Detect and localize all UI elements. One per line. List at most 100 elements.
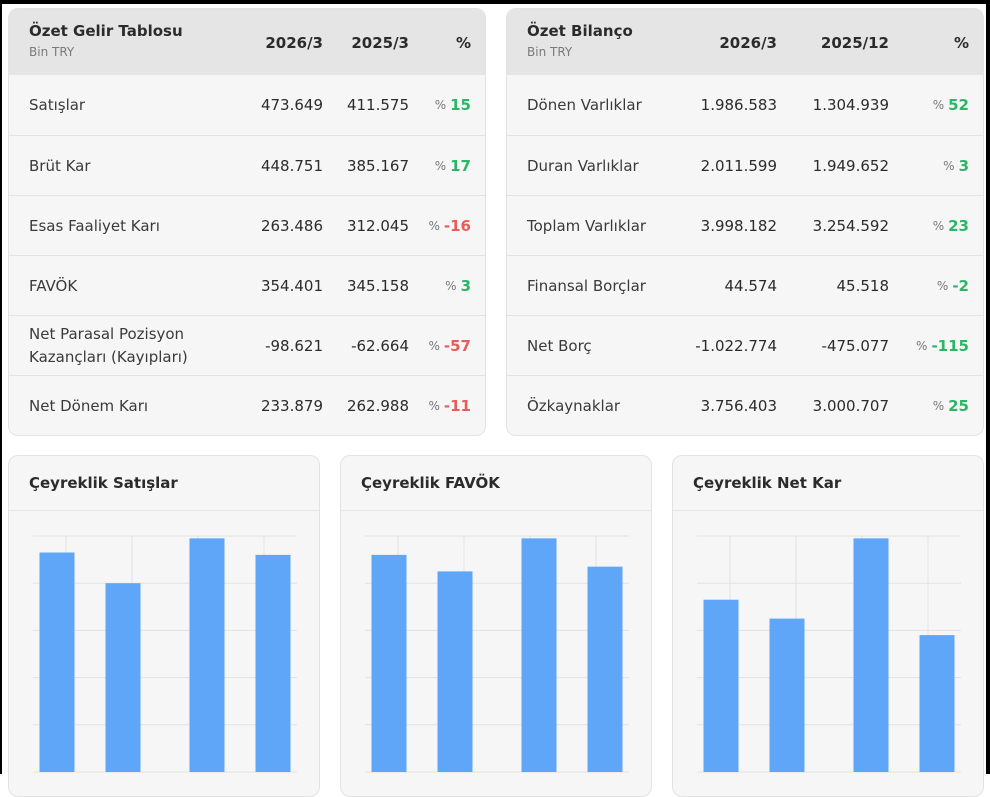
- row-label: Finansal Borçlar: [527, 276, 646, 295]
- table-row: Net Dönem Karı 233.879 262.988% -11: [9, 375, 485, 435]
- income-col-change: %: [455, 34, 471, 52]
- percent-sign: %: [932, 399, 945, 413]
- chart-bar[interactable]: [255, 554, 291, 772]
- income-statement-card: Özet Gelir Tablosu Bin TRY 2026/3 2025/3…: [8, 8, 486, 436]
- table-row: Net Borç -1.022.774 -475.077% -115: [507, 315, 983, 376]
- quarterly-net-profit-title: Çeyreklik Net Kar: [693, 474, 842, 492]
- quarterly-sales-chart: [33, 535, 297, 773]
- percent-value: 3: [958, 157, 969, 175]
- percent-sign: %: [932, 98, 945, 112]
- percent-sign: %: [428, 219, 440, 233]
- current-value: 44.574: [724, 277, 778, 295]
- previous-value: 411.575: [346, 96, 409, 114]
- previous-value: 1.304.939: [812, 96, 889, 114]
- percent-value: -2: [952, 277, 969, 295]
- table-row: Toplam Varlıklar 3.998.182 3.254.592% 23: [507, 195, 983, 256]
- income-col-previous: 2025/3: [351, 34, 409, 52]
- percent-sign: %: [932, 219, 945, 233]
- change-percent: % 23: [933, 196, 969, 256]
- chart-bar[interactable]: [371, 554, 407, 772]
- current-value: 3.756.403: [700, 397, 777, 415]
- quarterly-sales-title: Çeyreklik Satışlar: [29, 474, 178, 492]
- balance-title: Özet Bilanço: [527, 22, 633, 40]
- chart-bar[interactable]: [189, 538, 225, 772]
- divider: [673, 510, 983, 511]
- current-value: 354.401: [260, 277, 323, 295]
- quarterly-sales-card: Çeyreklik Satışlar: [8, 455, 320, 797]
- income-col-current: 2026/3: [265, 34, 323, 52]
- percent-value: 23: [948, 217, 969, 235]
- row-label: Esas Faaliyet Karı: [29, 216, 160, 235]
- chart-bar[interactable]: [703, 599, 739, 772]
- table-row: Esas Faaliyet Karı 263.486 312.045% -16: [9, 195, 485, 256]
- row-label: Özkaynaklar: [527, 396, 621, 415]
- row-label: Net Parasal Pozisyon Kazançları (Kayıpla…: [29, 325, 188, 366]
- current-value: -98.621: [265, 337, 323, 355]
- current-value: -1.022.774: [695, 337, 777, 355]
- change-percent: % -2: [937, 256, 969, 316]
- previous-value: -475.077: [821, 337, 889, 355]
- chart-bar[interactable]: [437, 571, 473, 772]
- percent-value: -115: [931, 337, 969, 355]
- table-row: Brüt Kar 448.751 385.167% 17: [9, 135, 485, 196]
- quarterly-favok-card: Çeyreklik FAVÖK: [340, 455, 652, 797]
- income-header: Özet Gelir Tablosu Bin TRY 2026/3 2025/3…: [9, 9, 485, 75]
- screen-border-left: [0, 0, 2, 774]
- current-value: 448.751: [260, 157, 323, 175]
- row-label: Duran Varlıklar: [527, 156, 639, 175]
- balance-col-change: %: [953, 34, 969, 52]
- chart-bar[interactable]: [853, 538, 889, 772]
- current-value: 3.998.182: [700, 217, 777, 235]
- previous-value: -62.664: [351, 337, 409, 355]
- previous-value: 45.518: [836, 277, 890, 295]
- quarterly-net-profit-chart: [697, 535, 961, 773]
- divider: [341, 510, 651, 511]
- change-percent: % 52: [933, 75, 969, 135]
- table-row: Duran Varlıklar 2.011.599 1.949.652% 3: [507, 135, 983, 196]
- percent-value: 17: [450, 157, 471, 175]
- percent-value: 25: [948, 397, 969, 415]
- chart-bar[interactable]: [587, 566, 623, 772]
- quarterly-favok-title: Çeyreklik FAVÖK: [361, 474, 500, 492]
- percent-value: -11: [443, 397, 471, 415]
- change-percent: % 15: [435, 75, 471, 135]
- previous-value: 1.949.652: [812, 157, 889, 175]
- income-title: Özet Gelir Tablosu: [29, 22, 183, 40]
- balance-col-previous: 2025/12: [820, 34, 889, 52]
- change-percent: % 3: [445, 256, 471, 316]
- previous-value: 345.158: [346, 277, 409, 295]
- table-row: Finansal Borçlar 44.574 45.518% -2: [507, 255, 983, 316]
- change-percent: % -11: [428, 376, 471, 435]
- chart-bar[interactable]: [105, 583, 141, 772]
- row-label: Toplam Varlıklar: [527, 216, 647, 235]
- current-value: 263.486: [260, 217, 323, 235]
- percent-sign: %: [916, 339, 928, 353]
- screen-border-top: [0, 0, 990, 4]
- current-value: 2.011.599: [700, 157, 777, 175]
- income-unit: Bin TRY: [29, 45, 75, 59]
- percent-sign: %: [943, 159, 955, 173]
- chart-bar[interactable]: [769, 618, 805, 772]
- previous-value: 312.045: [346, 217, 409, 235]
- balance-unit: Bin TRY: [527, 45, 573, 59]
- previous-value: 3.254.592: [812, 217, 889, 235]
- percent-sign: %: [434, 98, 447, 112]
- change-percent: % 25: [932, 376, 969, 435]
- chart-bar[interactable]: [39, 552, 75, 772]
- table-row: FAVÖK 354.401 345.158 % 3: [9, 255, 485, 316]
- quarterly-net-profit-card: Çeyreklik Net Kar: [672, 455, 984, 797]
- row-label: Brüt Kar: [29, 156, 91, 175]
- chart-bar[interactable]: [919, 635, 955, 772]
- table-row: Özkaynaklar 3.756.403 3.000.707% 25: [507, 375, 983, 435]
- quarterly-favok-chart: [365, 535, 629, 773]
- change-percent: % -115: [916, 316, 969, 376]
- row-label: FAVÖK: [29, 276, 78, 295]
- percent-sign: %: [428, 399, 440, 413]
- percent-sign: %: [936, 279, 949, 293]
- screen-border-right: [986, 0, 990, 774]
- percent-value: -16: [443, 217, 471, 235]
- chart-bar[interactable]: [521, 538, 557, 772]
- current-value: 1.986.583: [700, 96, 777, 114]
- balance-col-current: 2026/3: [719, 34, 777, 52]
- percent-value: 15: [450, 96, 471, 114]
